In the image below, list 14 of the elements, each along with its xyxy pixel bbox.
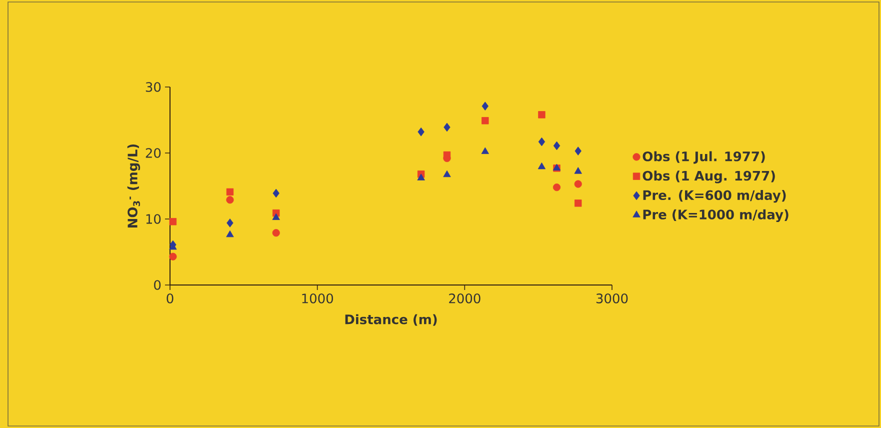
legend-label: Obs (1 Aug. 1977) (642, 170, 775, 184)
legend-label: Obs (1 Jul. 1977) (642, 151, 765, 164)
y-axis-title: NO$_{3}$$^{-}$ (mg/L) (127, 144, 140, 228)
legend-label: Pre. (K=600 m/day) (643, 190, 786, 203)
x-tick-label: 1000 (302, 294, 334, 304)
y-tick-label: 20 (146, 148, 161, 158)
y-tick-label: 10 (146, 214, 161, 224)
legend-label: Pre (K=1000 m/day) (643, 209, 788, 222)
x-tick-label: 3000 (596, 294, 628, 304)
x-axis-title: Distance (m) (345, 314, 437, 326)
y-tick-label: 0 (154, 280, 161, 290)
x-tick-label: 0 (166, 294, 174, 304)
x-tick-label: 2000 (449, 294, 480, 304)
y-tick-label: 30 (146, 82, 161, 92)
